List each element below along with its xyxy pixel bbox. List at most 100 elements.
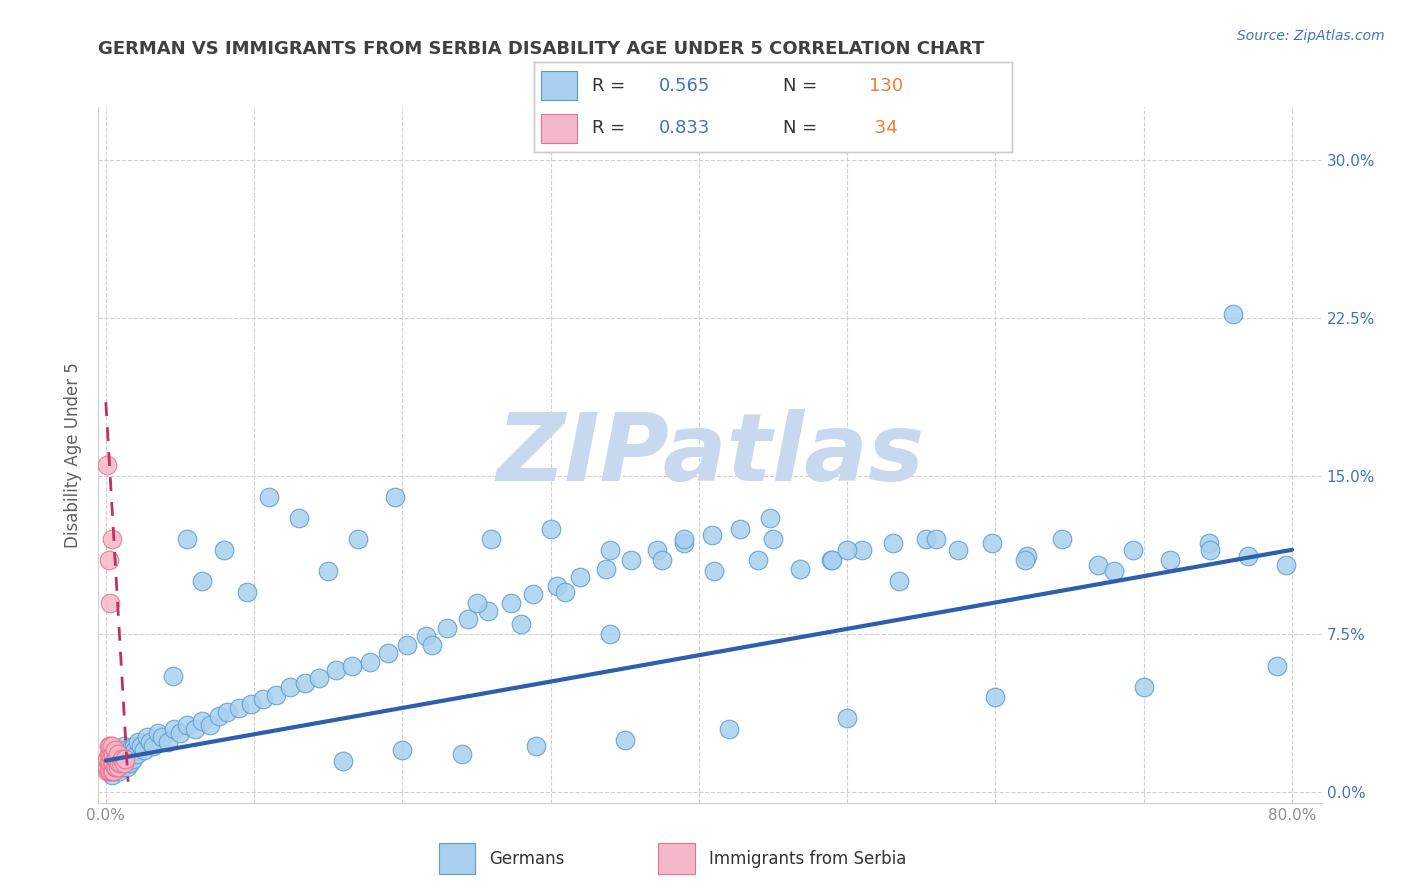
- Point: [100, 754, 122, 768]
- Point: [450, 747, 472, 762]
- Point: [104, 764, 127, 779]
- Point: [96, 751, 118, 765]
- Point: [104, 760, 127, 774]
- Point: [524, 739, 547, 753]
- Text: R =: R =: [592, 77, 624, 95]
- Point: [477, 604, 499, 618]
- Point: [125, 747, 148, 762]
- Point: [115, 760, 138, 774]
- Point: [107, 747, 129, 762]
- Text: 0.833: 0.833: [658, 119, 710, 137]
- Point: [176, 718, 198, 732]
- Point: [820, 553, 842, 567]
- Point: [914, 533, 936, 547]
- Point: [157, 734, 180, 748]
- Point: [1199, 542, 1222, 557]
- Point: [150, 731, 173, 745]
- Point: [96, 764, 118, 779]
- Point: [98, 756, 121, 770]
- Point: [1102, 564, 1125, 578]
- Point: [122, 739, 145, 753]
- Point: [103, 747, 125, 762]
- Point: [104, 751, 127, 765]
- Text: Germans: Germans: [489, 849, 565, 868]
- Point: [169, 726, 191, 740]
- Point: [821, 553, 844, 567]
- Point: [325, 663, 347, 677]
- Point: [702, 528, 724, 542]
- Point: [540, 522, 562, 536]
- Point: [105, 743, 128, 757]
- Point: [1050, 533, 1073, 547]
- Point: [191, 574, 214, 589]
- Point: [198, 718, 221, 732]
- Point: [162, 669, 184, 683]
- Point: [948, 542, 970, 557]
- Text: ZIPatlas: ZIPatlas: [496, 409, 924, 501]
- Point: [599, 542, 621, 557]
- Point: [96, 458, 118, 473]
- Point: [1087, 558, 1109, 572]
- Point: [100, 756, 122, 770]
- Text: N =: N =: [783, 77, 817, 95]
- Point: [114, 743, 136, 757]
- Point: [465, 595, 488, 609]
- Point: [1015, 549, 1038, 563]
- Point: [620, 553, 643, 567]
- Point: [100, 764, 122, 779]
- Point: [112, 751, 135, 765]
- Point: [420, 638, 443, 652]
- Point: [340, 658, 363, 673]
- Text: 130: 130: [869, 77, 903, 95]
- Point: [112, 739, 135, 753]
- Point: [887, 574, 910, 589]
- Point: [240, 697, 263, 711]
- Point: [1159, 553, 1181, 567]
- Point: [104, 751, 127, 765]
- Point: [100, 768, 122, 782]
- Point: [98, 747, 121, 762]
- Point: [214, 542, 236, 557]
- Point: [107, 760, 129, 774]
- Point: [395, 638, 418, 652]
- Point: [100, 739, 122, 753]
- Point: [110, 756, 132, 770]
- Point: [294, 675, 316, 690]
- Point: [111, 760, 134, 774]
- Point: [287, 511, 309, 525]
- Point: [184, 722, 207, 736]
- Point: [717, 722, 740, 736]
- Point: [136, 731, 159, 745]
- Point: [981, 536, 1004, 550]
- Point: [673, 533, 696, 547]
- Point: [103, 760, 125, 774]
- Point: [1236, 549, 1258, 563]
- Point: [105, 760, 128, 774]
- Point: [105, 751, 128, 765]
- Point: [595, 562, 617, 576]
- Point: [651, 553, 673, 567]
- Point: [107, 747, 129, 762]
- Point: [377, 646, 399, 660]
- Point: [118, 743, 141, 757]
- Point: [347, 533, 370, 547]
- Point: [97, 739, 120, 753]
- Point: [217, 705, 239, 719]
- Text: GERMAN VS IMMIGRANTS FROM SERBIA DISABILITY AGE UNDER 5 CORRELATION CHART: GERMAN VS IMMIGRANTS FROM SERBIA DISABIL…: [98, 40, 984, 58]
- Point: [837, 542, 859, 557]
- Point: [98, 595, 121, 609]
- Point: [479, 533, 502, 547]
- Point: [1222, 307, 1244, 321]
- Point: [457, 612, 479, 626]
- Bar: [541, 114, 578, 143]
- Point: [103, 747, 125, 762]
- Point: [108, 756, 131, 770]
- Bar: [541, 71, 578, 101]
- Text: 0.565: 0.565: [658, 77, 710, 95]
- Point: [747, 553, 769, 567]
- Text: N =: N =: [783, 119, 817, 137]
- Point: [257, 490, 280, 504]
- Text: R =: R =: [592, 119, 624, 137]
- Point: [569, 570, 592, 584]
- Point: [207, 709, 229, 723]
